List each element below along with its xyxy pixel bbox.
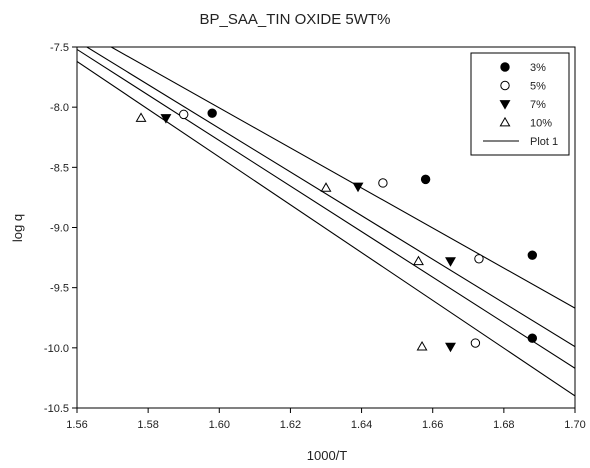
- chart-title: BP_SAA_TIN OXIDE 5WT%: [200, 11, 391, 28]
- x-axis-label: 1000/T: [307, 448, 348, 463]
- data-point: [474, 254, 484, 264]
- data-point: [445, 342, 456, 353]
- data-point: [352, 182, 364, 193]
- data-point: [160, 114, 172, 124]
- x-tick-label: 1.66: [422, 419, 443, 431]
- legend-marker: [499, 100, 511, 110]
- x-tick-label: 1.64: [351, 419, 372, 431]
- y-tick-label: -8.0: [50, 102, 69, 114]
- x-tick-label: 1.56: [66, 419, 87, 431]
- legend-label: 10%: [530, 118, 552, 130]
- fit-lines: [77, 47, 575, 397]
- fit-line: [77, 48, 575, 369]
- x-tick-label: 1.68: [493, 419, 514, 431]
- y-tick-label: -7.5: [50, 42, 69, 54]
- legend-box: [470, 52, 570, 156]
- data-point: [135, 112, 147, 122]
- legend-label: Plot 1: [530, 136, 558, 148]
- y-tick-label: -9.5: [50, 283, 69, 295]
- y-tick-label: -10.5: [44, 403, 69, 415]
- fit-line: [85, 47, 575, 348]
- data-point: [378, 178, 388, 188]
- data-point: [413, 255, 424, 266]
- series-7pct: [160, 114, 456, 353]
- data-point: [527, 250, 538, 260]
- data-point: [179, 109, 189, 120]
- x-tick-label: 1.58: [137, 419, 158, 431]
- legend-label: 7%: [530, 99, 546, 111]
- data-point: [445, 257, 456, 267]
- data-point: [470, 338, 481, 348]
- series-10pct: [135, 112, 428, 351]
- legend-marker: [500, 62, 510, 72]
- fit-line: [110, 47, 575, 309]
- legend-label: 5%: [530, 81, 546, 93]
- y-axis-label: log q: [10, 214, 25, 242]
- y-tick-label: -10.0: [44, 343, 69, 355]
- y-tick-label: -8.5: [50, 162, 69, 174]
- series-3pct: [207, 108, 538, 343]
- legend-marker: [499, 116, 511, 127]
- data-point: [207, 108, 217, 118]
- data-point: [527, 333, 538, 343]
- y-tick-label: -9.0: [50, 223, 69, 235]
- data-point: [416, 341, 428, 351]
- data-point: [320, 182, 332, 192]
- fit-line: [77, 60, 575, 397]
- series-5pct: [179, 109, 484, 348]
- data-point: [420, 174, 431, 185]
- x-tick-label: 1.62: [280, 419, 301, 431]
- x-tick-label: 1.60: [209, 419, 230, 431]
- legend-label: 3%: [530, 62, 546, 74]
- plot-area: 1.56 1.58 1.60 1.62 1.64 1.66 1.68 1.70 -7.5 -8.0…: [44, 42, 586, 431]
- legend: 3% 5% 7% 10% Plot 1: [470, 52, 570, 156]
- x-tick-label: 1.70: [564, 419, 585, 431]
- legend-marker: [500, 80, 510, 91]
